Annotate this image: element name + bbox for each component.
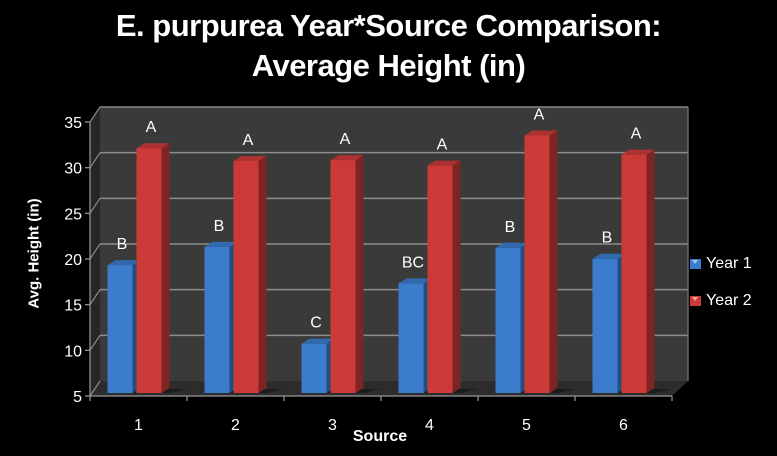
x-tick-label: 5 (522, 417, 531, 434)
significance-letter: BC (402, 254, 424, 271)
significance-letter: A (146, 119, 157, 136)
bar-top (107, 260, 141, 266)
bar-side (355, 155, 364, 393)
bar-top (427, 160, 461, 166)
side-gridline (89, 289, 101, 305)
legend-swatch-year-2 (690, 296, 701, 306)
bar-top (621, 149, 655, 155)
chart-title: E. purpurea Year*Source Comparison: Aver… (0, 6, 777, 86)
y-tick-label: 20 (64, 252, 82, 269)
y-axis-label: Avg. Height (in) (25, 198, 43, 309)
significance-letter: B (117, 236, 128, 253)
side-gridline (89, 335, 101, 351)
bar-year-2-source-5 (524, 135, 550, 393)
bar-side (452, 160, 461, 393)
bar-side (258, 156, 267, 393)
legend-label-year-2: Year 2 (706, 292, 752, 309)
side-gridline (89, 106, 101, 123)
legend-item-year-1: Year 1 (690, 253, 752, 275)
bar-year-1-source-4 (398, 283, 424, 393)
bar-top (204, 241, 238, 247)
legend-swatch-year-1 (690, 259, 701, 269)
bar-top (592, 253, 626, 259)
bar-year-2-source-2 (233, 161, 259, 393)
bar-year-2-source-4 (427, 165, 453, 393)
x-tick-label: 6 (619, 417, 628, 434)
bar-top (398, 278, 432, 284)
significance-letter: C (310, 315, 322, 332)
significance-letter: A (534, 106, 545, 123)
bar-year-2-source-6 (621, 154, 647, 393)
legend: Year 1 Year 2 (690, 253, 752, 327)
legend-item-year-2: Year 2 (690, 290, 752, 312)
bar-top (524, 130, 558, 136)
significance-letter: A (243, 132, 254, 149)
bar-top (233, 156, 267, 162)
bar-top (495, 242, 529, 248)
x-tick-label: 3 (328, 417, 337, 434)
side-gridline (89, 152, 101, 168)
bar-year-2-source-1 (136, 148, 162, 393)
bar-year-1-source-2 (204, 246, 230, 393)
bar-year-2-source-3 (330, 160, 356, 393)
bar-side (161, 143, 170, 393)
significance-letter: B (602, 230, 613, 247)
y-tick-label: 5 (73, 389, 82, 406)
bar-year-1-source-5 (495, 247, 521, 393)
x-tick-label: 1 (134, 417, 143, 434)
significance-letter: B (214, 218, 225, 235)
significance-letter: A (631, 126, 642, 143)
side-gridline (89, 380, 101, 397)
x-tick-label: 2 (231, 417, 240, 434)
y-tick-label: 35 (64, 115, 82, 132)
bar-side (646, 149, 655, 393)
y-tick-label: 30 (64, 161, 82, 178)
bar-year-1-source-6 (592, 258, 618, 393)
significance-letter: B (505, 219, 516, 236)
y-tick-label: 25 (64, 206, 82, 223)
bar-side (549, 130, 558, 393)
bar-top (330, 155, 364, 161)
significance-letter: A (340, 131, 351, 148)
bar-year-1-source-1 (107, 265, 133, 393)
side-gridline (89, 243, 101, 260)
chart-title-line-1: E. purpurea Year*Source Comparison: (115, 8, 662, 43)
x-axis-label: Source (352, 428, 408, 445)
bar-year-1-source-3 (301, 343, 327, 393)
legend-label-year-1: Year 1 (706, 255, 752, 272)
x-tick-label: 4 (425, 417, 434, 434)
significance-letter: A (437, 137, 448, 154)
y-tick-label: 15 (64, 298, 82, 315)
bar-top (136, 143, 170, 149)
chart-title-line-2: Average Height (in) (251, 48, 526, 83)
y-tick-label: 10 (64, 343, 82, 360)
bar-top (301, 338, 335, 344)
side-gridline (89, 198, 101, 214)
